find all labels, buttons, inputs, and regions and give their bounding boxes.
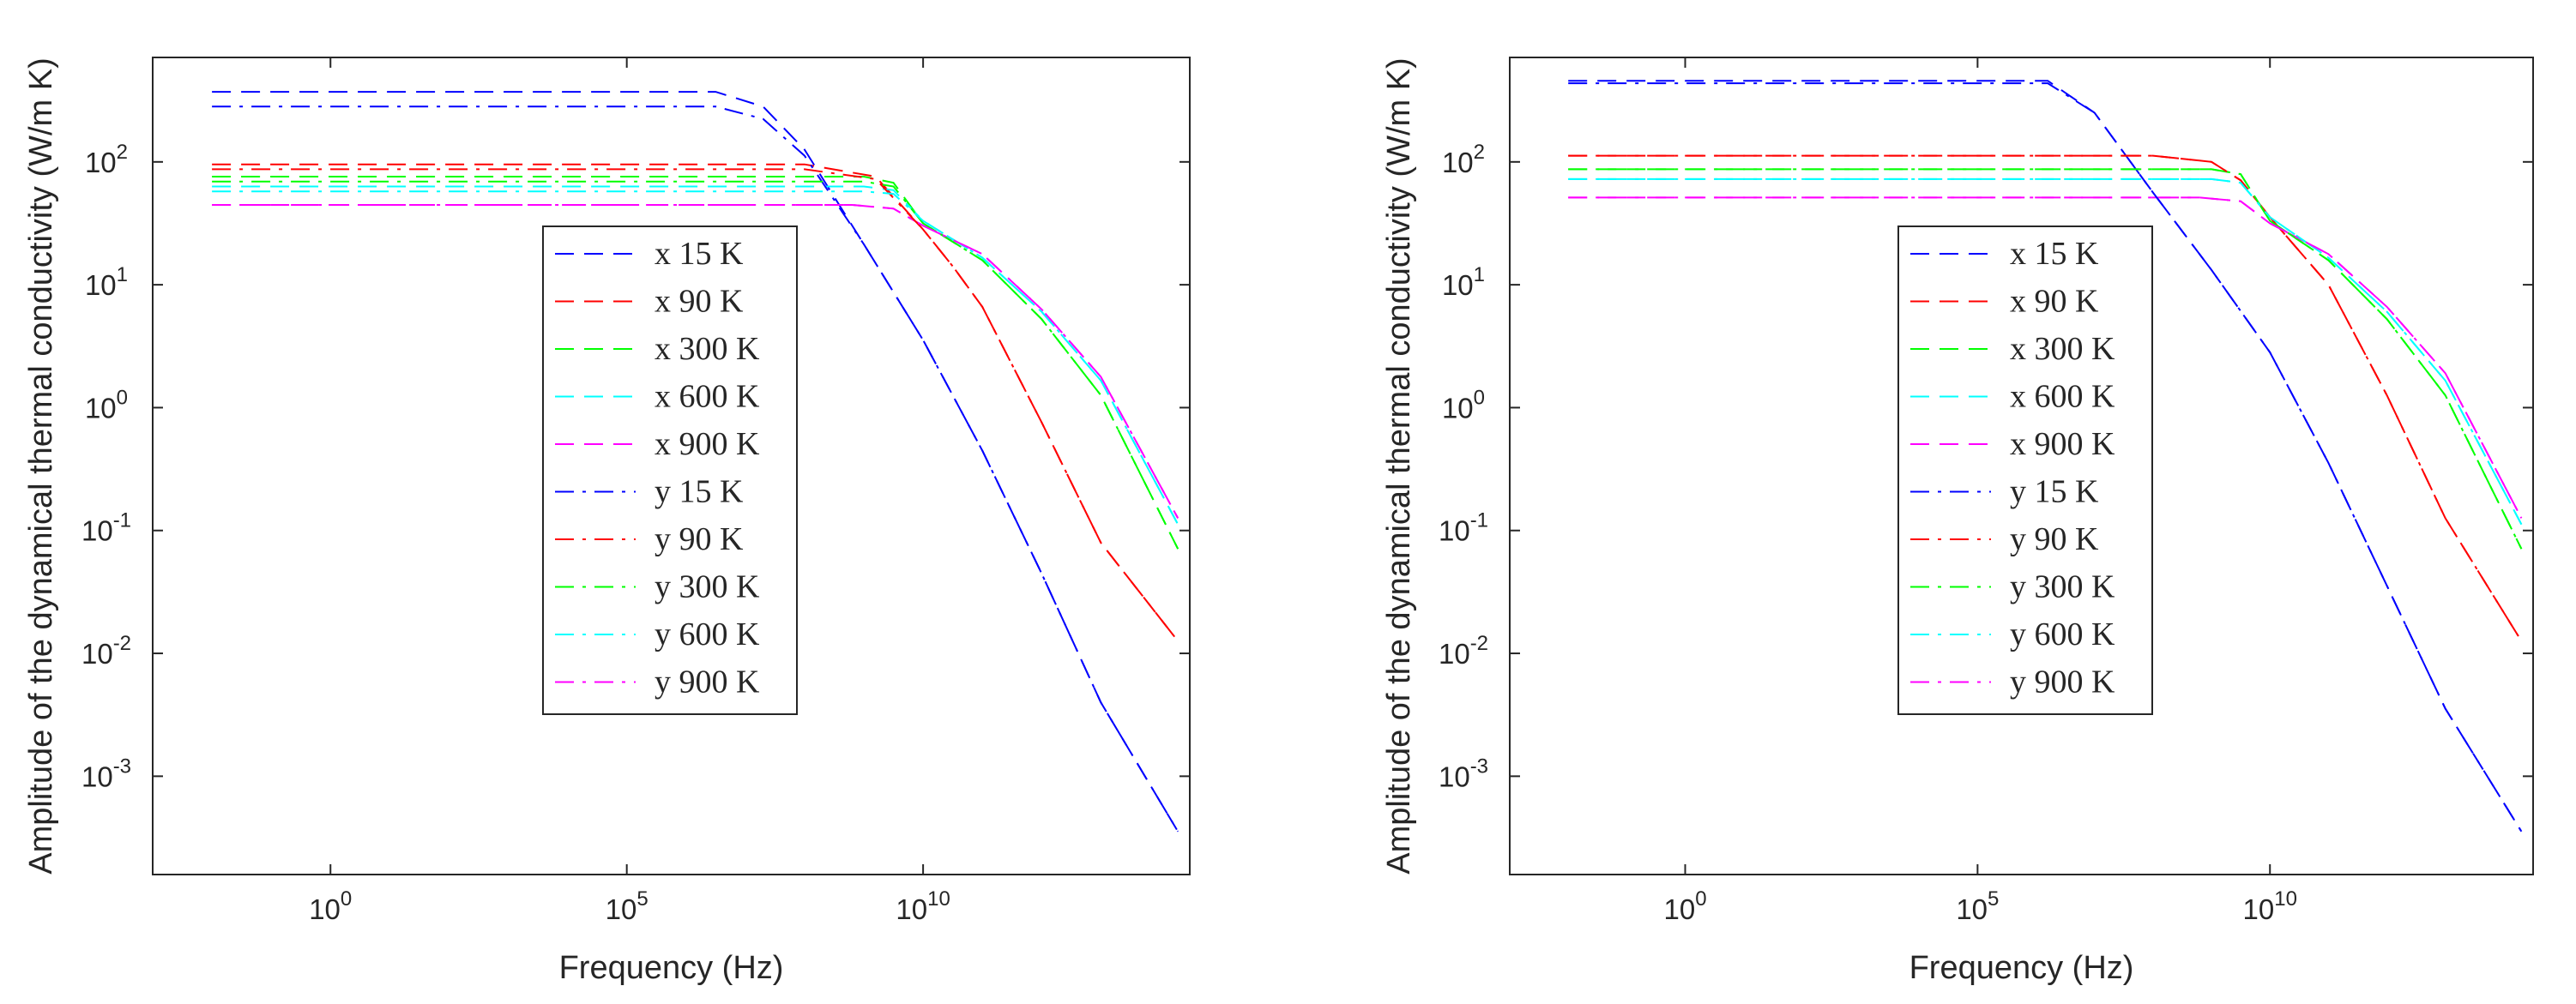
x-tick-label: 105 (1956, 887, 1999, 925)
x-tick-label: 100 (309, 887, 352, 925)
series-line-y-900-k (1568, 196, 2523, 519)
legend: x 15 K x 90 K x 300 K x 600 K x 900 K y 15 K y… (1897, 225, 2153, 715)
x-tick-label: 105 (606, 887, 649, 925)
series-line-y-900-k (212, 204, 1179, 519)
x-tick-label: 1010 (2243, 887, 2297, 925)
legend-entry: y 600 K (655, 616, 760, 652)
left-chart-panel: 100 105 1010 10-3 10-2 10-1 100 101 102 Frequency… (23, 57, 1191, 986)
y-tick-label: 10-1 (1439, 509, 1488, 547)
legend-entry: x 90 K (655, 284, 744, 320)
y-axis-label: Amplitude of the dynamical thermal condu… (1381, 57, 1417, 874)
legend-entry: y 90 K (2010, 521, 2099, 557)
series-line-x-90-k (212, 163, 1179, 642)
legend-entry: x 90 K (2010, 284, 2099, 320)
series-lines (212, 91, 1179, 833)
legend-entry: y 600 K (2010, 616, 2115, 652)
y-axis-label: Amplitude of the dynamical thermal condu… (23, 57, 59, 874)
series-line-x-900-k (1568, 196, 2523, 519)
legend-entry: x 900 K (655, 426, 760, 462)
y-tick-label: 10-3 (1439, 755, 1488, 792)
series-line-y-600-k (212, 190, 1179, 526)
legend-entry: x 600 K (2010, 379, 2115, 415)
legend-entry: x 600 K (655, 379, 760, 415)
legend-entry: x 300 K (2010, 331, 2115, 367)
y-tick-label: 100 (85, 386, 128, 424)
y-tick-label: 10-2 (1439, 632, 1488, 670)
x-axis-label: Frequency (Hz) (1909, 950, 2134, 986)
y-tick-label: 102 (1442, 141, 1485, 178)
y-tick-label: 101 (85, 263, 128, 301)
legend-entry: y 300 K (2010, 569, 2115, 605)
legend: x 15 K x 90 K x 300 K x 600 K x 900 K y 15 K y… (542, 225, 798, 715)
series-line-y-600-k (1568, 177, 2523, 526)
y-tick-label: 10-1 (81, 509, 131, 547)
legend-box (1897, 225, 2153, 715)
legend-entry: x 300 K (655, 331, 760, 367)
legend-entry: y 90 K (655, 521, 744, 557)
y-tick-label: 10-2 (81, 632, 131, 670)
legend-entry: y 300 K (655, 569, 760, 605)
series-line-y-15-k (212, 105, 1179, 833)
legend-entry: x 900 K (2010, 426, 2115, 462)
x-axis-label: Frequency (Hz) (559, 950, 784, 986)
y-tick-label: 101 (1442, 263, 1485, 301)
legend-entry: x 15 K (2010, 236, 2099, 272)
x-tick-label: 1010 (896, 887, 950, 925)
legend-entry: y 15 K (2010, 474, 2099, 510)
y-tick-label: 10-3 (81, 755, 131, 792)
series-line-y-15-k (1568, 82, 2523, 833)
legend-entry: y 900 K (655, 664, 760, 700)
series-line-y-300-k (212, 180, 1179, 550)
series-line-x-15-k (1568, 80, 2523, 833)
legend-entry: x 15 K (655, 236, 744, 272)
legend-box (542, 225, 798, 715)
right-chart-panel: 100 105 1010 10-3 10-2 10-1 100 101 102 Frequency… (1381, 57, 2534, 986)
y-tick-label: 102 (85, 141, 128, 178)
legend-entry: y 900 K (2010, 664, 2115, 700)
x-tick-label: 100 (1663, 887, 1706, 925)
series-line-y-300-k (1568, 168, 2523, 550)
series-lines (1568, 80, 2523, 833)
legend-entry: y 15 K (655, 474, 744, 510)
y-tick-label: 100 (1442, 386, 1485, 424)
